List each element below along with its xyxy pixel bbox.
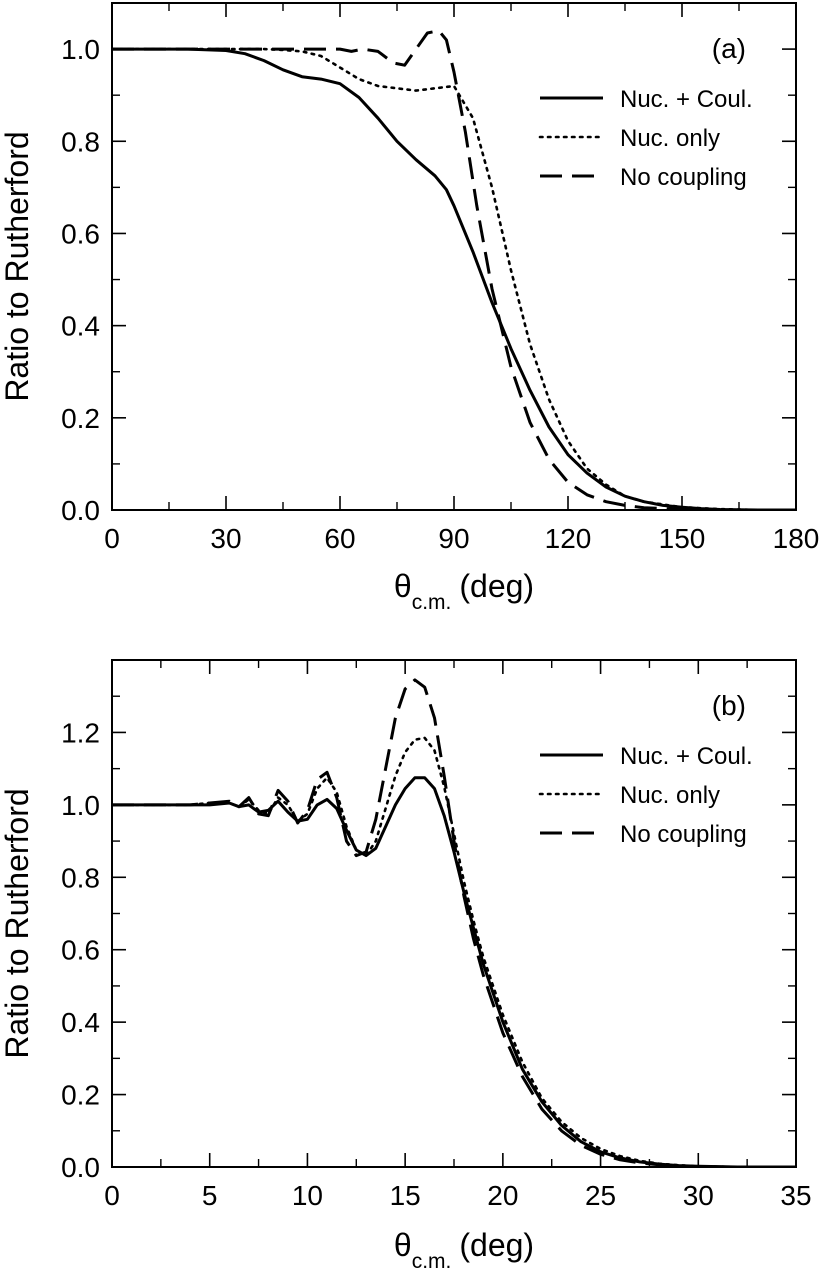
panel-b: 0 5 10 15 20 25 30 35 0.0 0.2 0.4 0.6 0.8 1.0 1.2 (b) Nu…: [0, 659, 812, 1271]
panel-a: 0 30 60 90 120 150 180 0.0 0.2 0.4 0.6 0.8 1.0 (a) Nuc…: [0, 2, 820, 614]
y-tick-label: 1.0: [61, 790, 100, 821]
y-tick-label: 1.2: [61, 717, 100, 748]
x-tick-label: 15: [390, 1180, 421, 1211]
x-tick-label: 180: [773, 523, 820, 554]
series-line-solid: [112, 47, 796, 510]
legend-label: No coupling: [620, 821, 747, 848]
legend-label: Nuc. + Coul.: [620, 743, 753, 770]
plot-frame: [111, 2, 797, 511]
y-tick-label: 0.4: [61, 1007, 100, 1038]
y-tick-label: 0.8: [61, 126, 100, 157]
series-line-dotted: [112, 47, 796, 510]
x-tick-label: 25: [585, 1180, 616, 1211]
x-tick-label: 90: [438, 523, 469, 554]
legend-label: Nuc. + Coul.: [620, 86, 753, 113]
y-tick-label: 0.6: [61, 218, 100, 249]
x-tick-label: 30: [210, 523, 241, 554]
x-axis-label-subscript: c.m.: [412, 591, 452, 614]
x-tick-label: 150: [659, 523, 706, 554]
legend-label: Nuc. only: [620, 782, 720, 809]
x-tick-label: 5: [202, 1180, 218, 1211]
y-axis-label: Ratio to Rutherford: [0, 131, 35, 401]
y-tick-label: 0.0: [61, 1152, 100, 1183]
legend-label: Nuc. only: [620, 125, 720, 152]
y-tick-label: 0.2: [61, 403, 100, 434]
x-tick-label: 60: [324, 523, 355, 554]
x-axis-label-unit: (deg): [459, 568, 534, 604]
series-line-solid: [112, 776, 796, 1167]
x-axis-label-symbol: θ: [394, 1227, 412, 1263]
series-line-dashed: [112, 29, 796, 510]
legend-label: No coupling: [620, 164, 747, 191]
y-tick-label: 0.6: [61, 935, 100, 966]
panel-label: (b): [712, 690, 746, 721]
plot-frame: [111, 659, 797, 1168]
x-tick-label: 10: [292, 1180, 323, 1211]
x-axis-label: θc.m. (deg): [394, 1227, 534, 1271]
x-axis-label-unit: (deg): [459, 1227, 534, 1263]
panel-label: (a): [712, 33, 746, 64]
x-tick-label: 0: [104, 1180, 120, 1211]
x-tick-label: 0: [104, 523, 120, 554]
y-tick-label: 1.0: [61, 34, 100, 65]
y-tick-label: 0.0: [61, 495, 100, 526]
x-axis-label-symbol: θ: [394, 568, 412, 604]
x-axis-label: θc.m. (deg): [394, 568, 534, 614]
x-tick-label: 35: [780, 1180, 811, 1211]
y-tick-label: 0.2: [61, 1080, 100, 1111]
series-line-dashed: [112, 678, 796, 1167]
x-tick-label: 30: [683, 1180, 714, 1211]
x-axis-label-subscript: c.m.: [412, 1250, 452, 1271]
x-tick-label: 20: [487, 1180, 518, 1211]
y-tick-label: 0.4: [61, 311, 100, 342]
y-axis-label: Ratio to Rutherford: [0, 788, 35, 1058]
x-tick-label: 120: [545, 523, 592, 554]
y-tick-label: 0.8: [61, 862, 100, 893]
